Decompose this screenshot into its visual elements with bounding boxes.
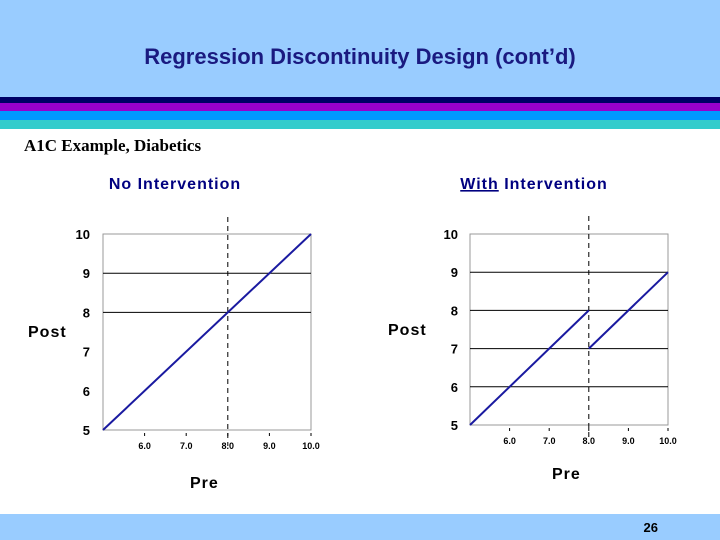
x-tick-label: 7.0	[180, 441, 193, 451]
x-tick-label: 7.0	[543, 436, 556, 446]
y-tick-label: 7	[451, 342, 458, 357]
title-with-underlined: With	[460, 176, 499, 193]
x-ticks-right: 6.0 7.0 8.0 9.0 10.0	[503, 428, 677, 446]
slide-number: 26	[643, 520, 658, 535]
y-ticks-right: 10 9 8 7 6 5	[444, 227, 458, 433]
y-tick-label: 6	[83, 384, 90, 399]
y-tick-label: 10	[444, 227, 458, 242]
y-tick-label: 7	[83, 345, 90, 360]
header-band	[0, 0, 720, 97]
y-ticks-left: 10 9 8 7 6 5	[76, 227, 90, 438]
x-tick-label: 8.0	[583, 436, 596, 446]
xlabel-right: Pre	[552, 466, 581, 483]
regression-line-right-above	[588, 271, 669, 350]
y-tick-label: 5	[451, 418, 458, 433]
xlabel-left: Pre	[190, 475, 219, 492]
chart-no-intervention: No Intervention 10 9 8 7 6 5 6.0 7.0 8.0 9.0 10.0…	[28, 176, 320, 492]
regression-line-left	[102, 233, 312, 431]
ylabel-right: Post	[388, 322, 427, 339]
ylabel-left: Post	[28, 324, 67, 341]
regression-line-right-below	[469, 309, 590, 426]
stripe-blue	[0, 111, 720, 120]
y-gridlines-left	[103, 272, 311, 313]
chart-title-with-intervention: With Intervention	[460, 176, 608, 193]
x-ticks-left: 6.0 7.0 8.0 9.0 10.0	[138, 433, 320, 451]
x-tick-label: 6.0	[138, 441, 151, 451]
y-gridlines-right	[470, 271, 668, 388]
x-tick-label: 10.0	[659, 436, 677, 446]
y-tick-label: 5	[83, 423, 90, 438]
footer-band: 26	[0, 514, 720, 540]
y-tick-label: 8	[451, 303, 458, 318]
y-tick-label: 6	[451, 380, 458, 395]
chart-with-intervention: With Intervention 10 9 8 7 6 5 6.0 7.0 8.0 9.0 10…	[388, 176, 677, 483]
x-tick-label: 10.0	[302, 441, 320, 451]
y-tick-label: 10	[76, 227, 90, 242]
x-tick-label: 6.0	[503, 436, 516, 446]
stripe-purple	[0, 103, 720, 111]
x-tick-label: 8.0	[222, 441, 235, 451]
x-tick-label: 9.0	[622, 436, 635, 446]
x-tick-label: 9.0	[263, 441, 276, 451]
stripe-teal	[0, 120, 720, 129]
slide-subtitle: A1C Example, Diabetics	[24, 136, 202, 155]
y-tick-label: 9	[83, 266, 90, 281]
y-tick-label: 8	[83, 305, 90, 320]
slide-title: Regression Discontinuity Design (cont’d)	[144, 44, 576, 69]
stripe-navy	[0, 97, 720, 103]
y-tick-label: 9	[451, 265, 458, 280]
chart-title-no-intervention: No Intervention	[109, 176, 241, 193]
title-intervention-word: Intervention	[499, 176, 608, 193]
